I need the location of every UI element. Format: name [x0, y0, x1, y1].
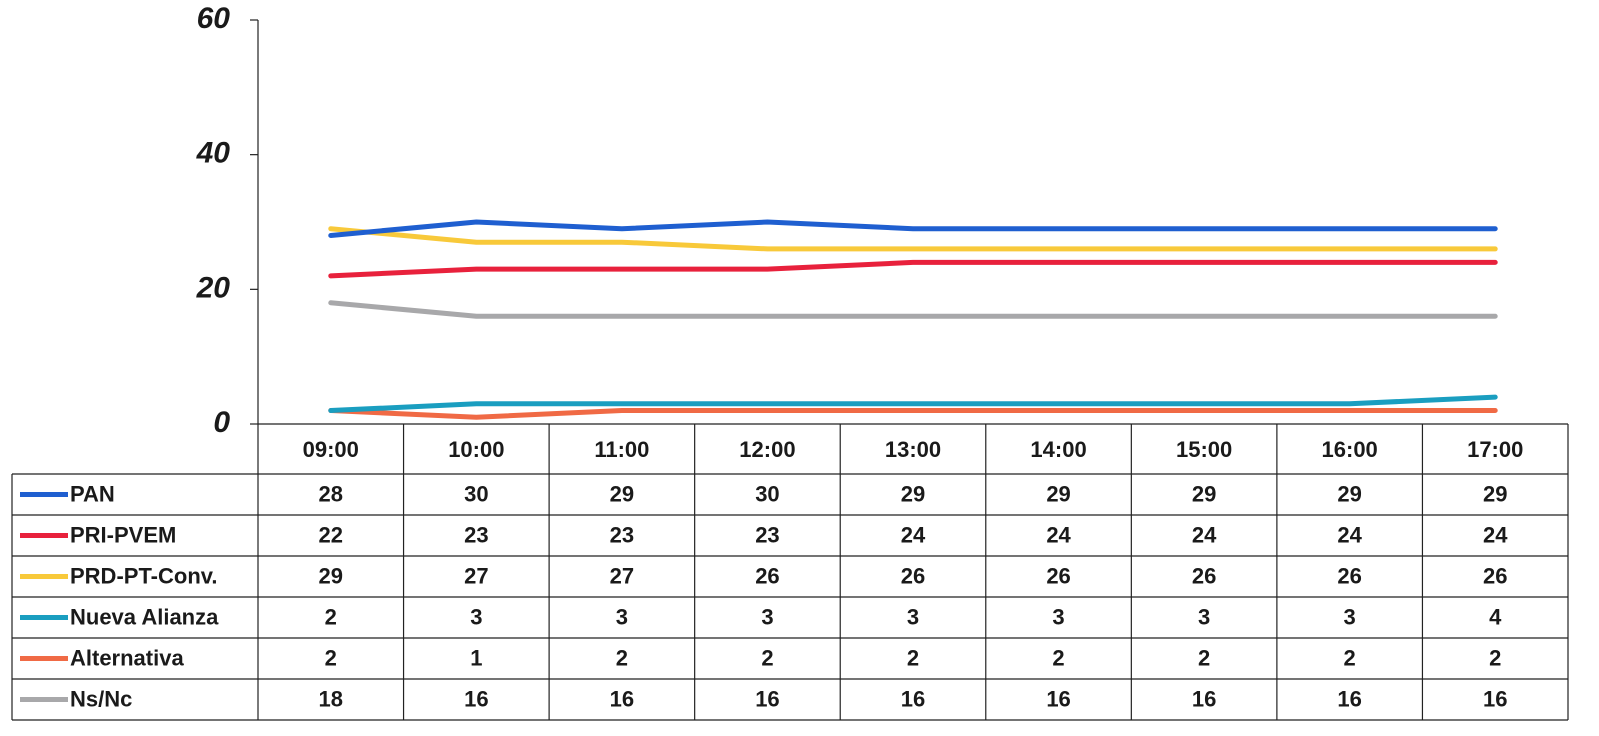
table-value: 26 [1483, 563, 1507, 588]
table-value: 24 [901, 522, 926, 547]
series-line [328, 259, 1498, 279]
table-value: 4 [1489, 604, 1502, 629]
table-value: 2 [907, 645, 919, 670]
table-value: 29 [1337, 481, 1361, 506]
table-value: 23 [755, 522, 779, 547]
table-value: 26 [901, 563, 925, 588]
series-line [328, 219, 1498, 238]
table-value: 23 [464, 522, 488, 547]
table-value: 2 [325, 645, 337, 670]
legend-label: PAN [70, 481, 115, 506]
table-value: 3 [1052, 604, 1064, 629]
table-value: 24 [1337, 522, 1362, 547]
x-tick-label: 17:00 [1467, 437, 1523, 462]
table-value: 2 [761, 645, 773, 670]
table-value: 18 [319, 686, 343, 711]
table-value: 16 [1046, 686, 1070, 711]
table-value: 24 [1192, 522, 1217, 547]
table-value: 26 [755, 563, 779, 588]
legend-label: Alternativa [70, 645, 184, 670]
table-value: 3 [907, 604, 919, 629]
table-value: 24 [1046, 522, 1071, 547]
y-tick-label: 0 [213, 406, 230, 439]
x-tick-label: 13:00 [885, 437, 941, 462]
table-value: 3 [1198, 604, 1210, 629]
table-value: 24 [1483, 522, 1508, 547]
table-value: 30 [464, 481, 488, 506]
table-value: 2 [1198, 645, 1210, 670]
legend-label: PRD-PT-Conv. [70, 563, 217, 588]
table-value: 16 [755, 686, 779, 711]
table-value: 29 [610, 481, 634, 506]
table-value: 3 [470, 604, 482, 629]
table-value: 29 [319, 563, 343, 588]
table-value: 3 [761, 604, 773, 629]
table-value: 26 [1337, 563, 1361, 588]
table-value: 29 [1192, 481, 1216, 506]
table-value: 2 [616, 645, 628, 670]
legend-label: Ns/Nc [70, 686, 132, 711]
table-value: 29 [1046, 481, 1070, 506]
table-value: 23 [610, 522, 634, 547]
table-value: 16 [1483, 686, 1507, 711]
table-value: 29 [1483, 481, 1507, 506]
series-line [328, 226, 1498, 252]
table-value: 26 [1192, 563, 1216, 588]
table-value: 3 [616, 604, 628, 629]
table-value: 27 [610, 563, 634, 588]
table-value: 16 [1192, 686, 1216, 711]
table-value: 22 [319, 522, 343, 547]
legend-label: Nueva Alianza [70, 604, 219, 629]
table-value: 2 [1344, 645, 1356, 670]
table-value: 16 [1337, 686, 1361, 711]
table-value: 3 [1344, 604, 1356, 629]
x-tick-label: 10:00 [448, 437, 504, 462]
x-tick-label: 11:00 [594, 437, 649, 462]
table-value: 16 [901, 686, 925, 711]
table-value: 27 [464, 563, 488, 588]
x-tick-label: 16:00 [1322, 437, 1378, 462]
table-value: 30 [755, 481, 779, 506]
y-tick-label: 20 [196, 271, 231, 304]
table-value: 16 [610, 686, 634, 711]
x-tick-label: 09:00 [303, 437, 359, 462]
series-line [328, 408, 1498, 420]
table-value: 1 [470, 645, 482, 670]
table-value: 28 [319, 481, 343, 506]
x-tick-label: 14:00 [1030, 437, 1086, 462]
table-value: 29 [901, 481, 925, 506]
table-value: 2 [1052, 645, 1064, 670]
x-tick-label: 12:00 [739, 437, 795, 462]
y-tick-label: 60 [197, 2, 231, 35]
table-value: 26 [1046, 563, 1070, 588]
series-line [328, 300, 1498, 319]
table-value: 2 [1489, 645, 1501, 670]
table-value: 16 [464, 686, 488, 711]
legend-label: PRI-PVEM [70, 522, 176, 547]
y-tick-label: 40 [196, 137, 231, 170]
x-tick-label: 15:00 [1176, 437, 1232, 462]
table-value: 2 [325, 604, 337, 629]
series-line [328, 394, 1498, 414]
